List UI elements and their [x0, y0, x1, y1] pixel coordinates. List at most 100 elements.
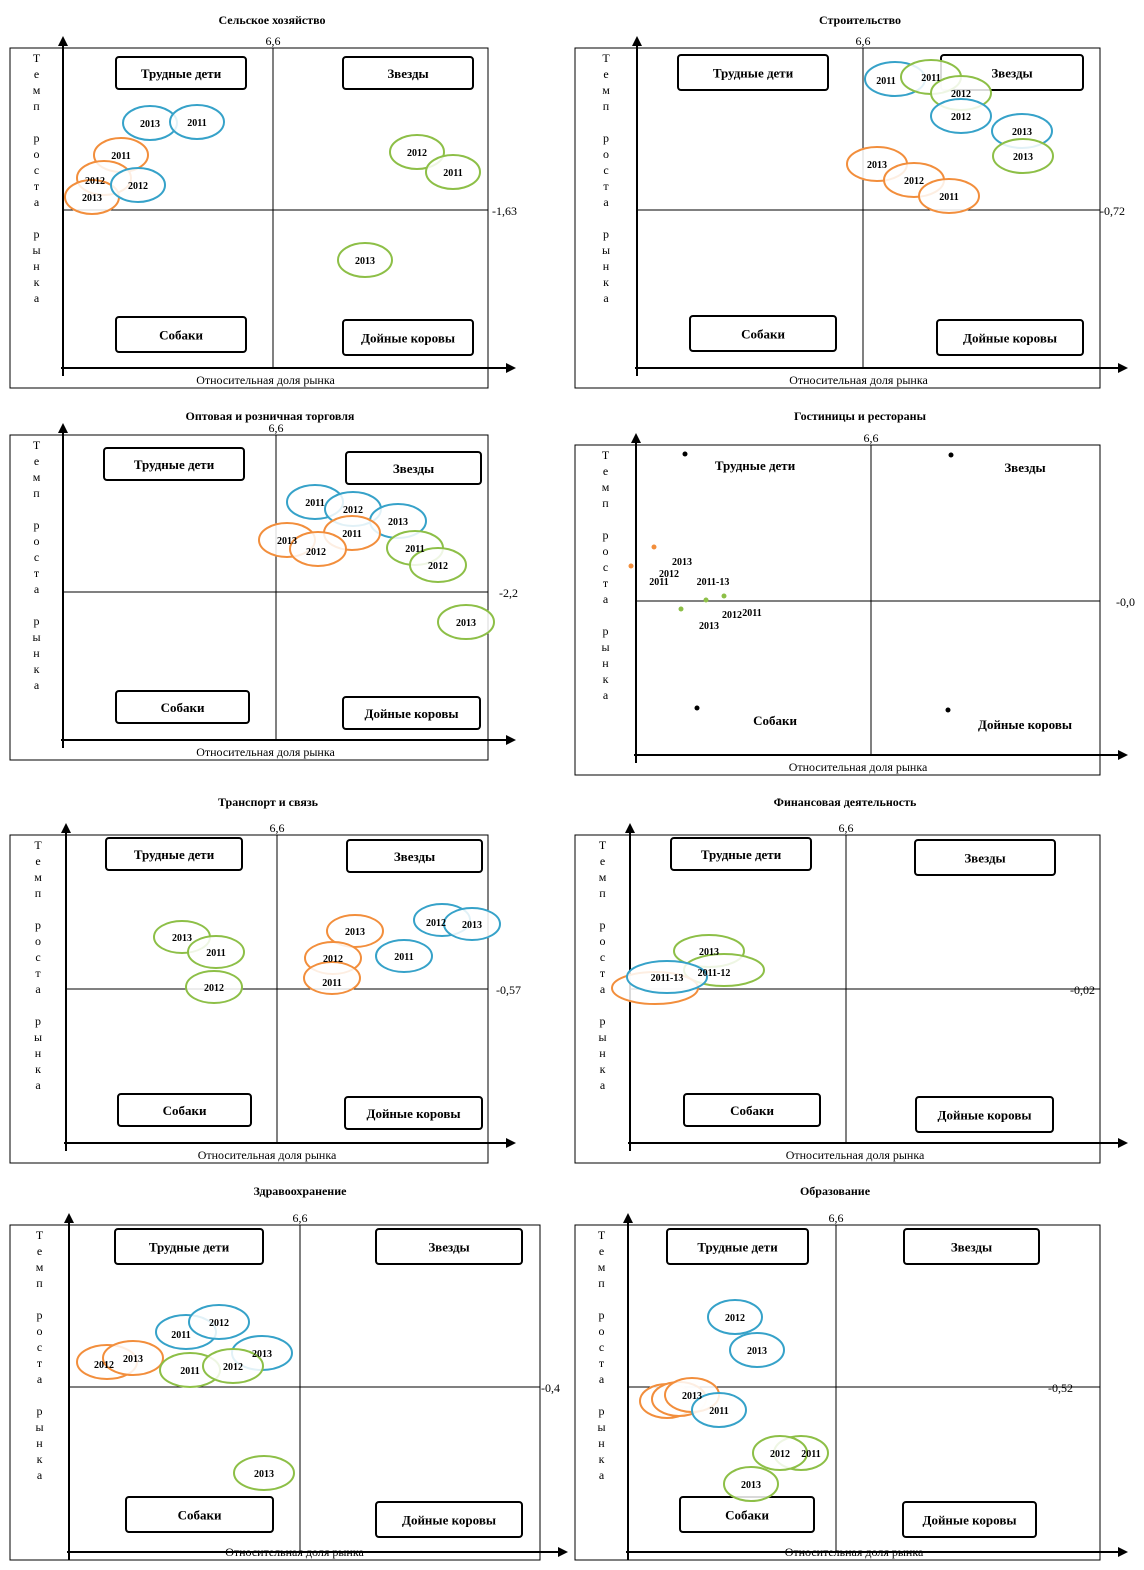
bcg-panel: Образование 6,6 -0,52 Относительная доля ры… [574, 1184, 1128, 1561]
data-point-label: 2012 [209, 1318, 229, 1329]
data-point-green [992, 138, 1054, 174]
data-point-label: 2011 [742, 608, 761, 619]
quadrant-stars-label: Звезды [964, 851, 1005, 866]
data-point-label: 2013 [699, 621, 719, 632]
data-point-green [187, 935, 245, 969]
x-threshold-label: 6,6 [839, 821, 854, 835]
quadrant-cash-cows-label: Дойные коровы [367, 1106, 461, 1121]
data-point-marker [678, 606, 684, 612]
quadrant-cash-cows [342, 696, 481, 730]
data-point-label: 2011 [342, 529, 361, 540]
quadrant-question-marks-label: Трудные дети [141, 66, 222, 81]
y-axis-arrowhead [631, 433, 641, 443]
data-point-label: 2013 [252, 1349, 272, 1360]
data-point-label: 2013 [682, 1391, 702, 1402]
chart-title: Финансовая деятельность [774, 795, 917, 809]
quadrant-question-marks [666, 1228, 809, 1265]
quadrant-cash-cows [342, 319, 474, 356]
quadrant-dogs-label: Собаки [730, 1103, 774, 1118]
data-point-label: 2012 [770, 1449, 790, 1460]
quadrant-question-marks-label: Трудные дети [149, 1240, 230, 1255]
quadrant-stars [342, 56, 474, 90]
quadrant-cash-cows-label: Дойные коровы [402, 1513, 496, 1528]
data-point-marker [651, 544, 657, 550]
chart-title: Образование [800, 1184, 871, 1198]
data-point-label: 2012 [85, 176, 105, 187]
x-threshold-label: 6,6 [829, 1211, 844, 1225]
data-point-blue [626, 960, 708, 994]
chart-title: Оптовая и розничная торговля [186, 409, 355, 423]
x-axis-arrowhead [506, 1138, 516, 1148]
quadrant-dogs [683, 1093, 821, 1127]
data-point-label: 2011 [405, 544, 424, 555]
y-axis-arrowhead [632, 36, 642, 46]
x-threshold-label: 6,6 [270, 821, 285, 835]
x-axis-label: Относительная доля рынка [789, 760, 928, 774]
data-point-label: 2012 [343, 505, 363, 516]
data-point-blue [930, 98, 992, 134]
quadrant-question-marks [105, 837, 243, 871]
quadrant-question-marks-label: Трудные дети [715, 458, 796, 473]
x-axis-label: Относительная доля рынка [789, 373, 928, 387]
quadrant-dogs-label: Собаки [163, 1103, 207, 1118]
quadrant-stars-label: Звезды [1004, 460, 1045, 475]
data-point-label: 2012 [128, 181, 148, 192]
bcg-panel: Здравоохранение 6,6 -0,4 Относительная доля… [9, 1184, 568, 1561]
data-point-label: 2012 [904, 176, 924, 187]
quadrant-question-marks [677, 54, 829, 91]
quadrant-dogs [689, 315, 837, 352]
data-point-label: 2012 [204, 983, 224, 994]
data-point-label: 2011-13 [697, 577, 730, 588]
y-axis-arrowhead [58, 423, 68, 433]
quadrant-question-marks-label: Трудные дети [134, 847, 215, 862]
data-point-label: 2011 [801, 1449, 820, 1460]
data-point-label: 2013 [747, 1346, 767, 1357]
quadrant-dogs [125, 1496, 274, 1533]
y-threshold-label: -0,02 [1070, 983, 1095, 997]
data-point-label: 2011 [187, 118, 206, 129]
quadrant-cash-cows-label: Дойные коровы [963, 331, 1057, 346]
data-point-label: 2011-13 [651, 973, 684, 984]
quadrant-stars-label: Звезды [991, 66, 1032, 81]
y-axis-arrowhead [61, 823, 71, 833]
data-point-label: 2013 [388, 517, 408, 528]
data-point-label: 2013 [140, 119, 160, 130]
x-threshold-label: 6,6 [864, 431, 879, 445]
x-axis-arrowhead [506, 363, 516, 373]
data-point-label: 2012 [951, 89, 971, 100]
data-point-green [437, 604, 495, 640]
quadrant-question-marks [670, 837, 812, 871]
data-point-orange [303, 961, 361, 995]
bcg-panel: Транспорт и связь 6,6 -0,57 Относительная д… [9, 795, 521, 1164]
chart-title: Транспорт и связь [218, 795, 319, 809]
data-point-green [409, 547, 467, 583]
panel-frame [9, 834, 489, 1164]
bcg-panel: Финансовая деятельность 6,6 -0,02 Относител… [574, 795, 1128, 1164]
data-point-label: 2012 [725, 1313, 745, 1324]
quadrant-dogs-label: Собаки [159, 328, 203, 343]
quadrant-question-marks [115, 56, 247, 90]
data-point-marker [721, 593, 727, 599]
data-point-label: 2011-12 [698, 968, 731, 979]
data-point-label: 2013 [123, 1354, 143, 1365]
data-point-green [337, 242, 393, 278]
x-threshold-label: 6,6 [266, 34, 281, 48]
data-point-label: 2011 [876, 76, 895, 87]
quadrant-question-marks [114, 1228, 264, 1265]
data-point-label: 2013 [82, 193, 102, 204]
data-point-label: 2011 [305, 498, 324, 509]
data-point-orange [289, 531, 347, 567]
data-point-label: 2012 [426, 918, 446, 929]
data-point-marker [703, 597, 709, 603]
quadrant-question-marks [103, 447, 245, 481]
data-point-label: 2013 [462, 920, 482, 931]
chart-title: Здравоохранение [254, 1184, 348, 1198]
data-point-label: 2012 [428, 561, 448, 572]
quadrant-dogs-label: Собаки [741, 327, 785, 342]
x-axis-arrowhead [506, 735, 516, 745]
data-point-label: 2013 [699, 947, 719, 958]
